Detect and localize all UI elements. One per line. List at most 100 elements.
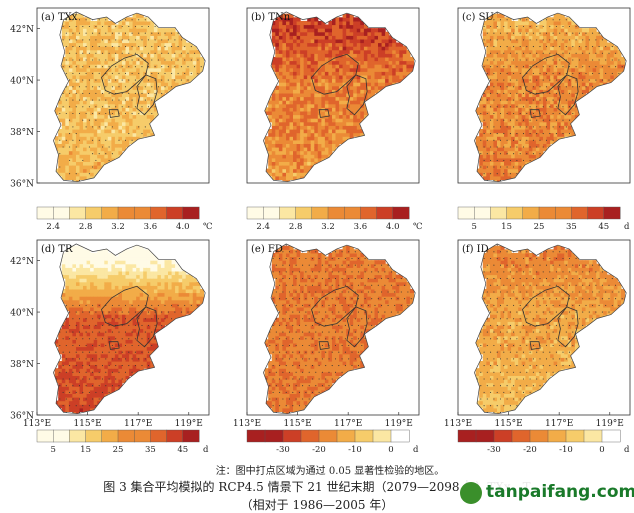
field-cell [175, 60, 180, 65]
field-cell [342, 78, 347, 83]
field-cell [83, 407, 88, 412]
field-cell [553, 114, 558, 119]
field-cell [310, 147, 315, 152]
field-cell [543, 147, 548, 152]
stipple-dot [519, 86, 521, 88]
field-cell [574, 110, 579, 116]
stipple-dot [542, 92, 544, 94]
field-cell [363, 71, 368, 76]
field-cell [93, 132, 98, 137]
stipple-dot [549, 52, 551, 54]
field-cell [497, 154, 502, 159]
field-cell [335, 56, 340, 62]
field-cell [303, 53, 308, 58]
field-cell [342, 28, 347, 33]
field-cell [86, 161, 91, 166]
field-cell [293, 46, 298, 51]
field-cell [317, 85, 322, 90]
field-cell [68, 249, 73, 254]
field-cell [317, 35, 322, 40]
field-cell [504, 154, 509, 159]
field-cell [164, 89, 169, 94]
field-cell [100, 64, 105, 69]
stipple-dot [69, 39, 71, 41]
field-cell [160, 71, 165, 76]
stipple-dot [526, 32, 528, 34]
field-cell [76, 118, 81, 123]
stipple-dot [69, 106, 71, 108]
field-cell [65, 350, 70, 355]
field-cell [489, 85, 494, 90]
field-cell [157, 60, 162, 65]
field-cell [146, 53, 151, 58]
field-cell [613, 67, 618, 72]
field-cell [560, 132, 565, 137]
stipple-dot [575, 52, 577, 54]
field-cell [497, 71, 502, 76]
field-cell [100, 129, 105, 134]
field-cell [599, 56, 604, 62]
field-cell [560, 60, 565, 65]
field-cell [289, 114, 294, 119]
stipple-dot [506, 153, 508, 155]
field-cell [500, 150, 505, 155]
field-cell [275, 85, 280, 90]
field-cell [68, 335, 73, 340]
field-cell [378, 38, 383, 44]
field-cell [114, 38, 119, 44]
field-cell [104, 74, 109, 80]
field-cell [275, 38, 280, 44]
field-cell [296, 168, 301, 173]
stipple-dot [615, 52, 617, 54]
field-cell [521, 17, 526, 22]
field-cell [497, 38, 502, 44]
field-cell [360, 107, 365, 112]
field-cell [61, 147, 66, 152]
field-cell [493, 154, 498, 159]
field-cell [132, 64, 137, 69]
field-cell [268, 114, 273, 119]
field-cell [303, 129, 308, 134]
field-cell [535, 110, 540, 116]
field-cell [79, 20, 84, 26]
field-cell [567, 82, 572, 87]
field-cell [289, 121, 294, 126]
field-cell [146, 85, 151, 90]
field-cell [143, 35, 148, 40]
field-cell [342, 35, 347, 40]
field-cell [557, 35, 562, 40]
stipple-dot [164, 72, 166, 74]
field-cell [497, 100, 502, 105]
field-cell [132, 85, 137, 90]
field-cell [83, 165, 88, 170]
field-cell [107, 114, 112, 119]
field-cell [550, 82, 555, 87]
stipple-dot [562, 25, 564, 28]
field-cell [150, 38, 155, 44]
field-cell [72, 368, 77, 373]
field-cell [553, 13, 558, 18]
field-cell [104, 150, 109, 155]
field-cell [385, 35, 390, 40]
field-cell [353, 46, 358, 51]
field-cell [282, 165, 287, 170]
field-cell [289, 67, 294, 72]
field-cell [349, 92, 354, 98]
field-cell [104, 67, 109, 72]
field-cell [185, 49, 190, 54]
field-cell [79, 353, 84, 358]
field-cell [574, 67, 579, 72]
field-cell [61, 379, 66, 384]
field-cell [150, 129, 155, 134]
stipple-dot [490, 159, 492, 161]
field-cell [139, 89, 144, 94]
field-cell [90, 74, 95, 80]
stipple-dot [82, 39, 84, 41]
field-cell [374, 64, 379, 69]
field-cell [79, 263, 84, 268]
field-cell [535, 78, 540, 83]
field-cell [65, 35, 70, 40]
field-cell [72, 35, 77, 40]
field-cell [107, 125, 112, 130]
field-cell [328, 20, 333, 26]
